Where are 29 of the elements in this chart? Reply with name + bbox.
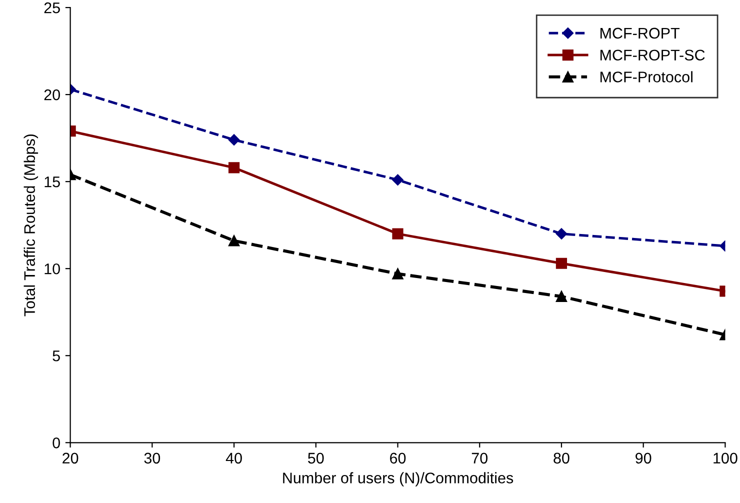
point	[228, 235, 240, 246]
x-tick-label: 40	[226, 452, 242, 464]
point	[228, 134, 240, 146]
y-tick-label: 0	[52, 438, 60, 448]
y-tick-label: 5	[52, 350, 60, 362]
point	[556, 258, 568, 269]
y-tick-label: 20	[44, 89, 60, 100]
x-tick-label: 30	[144, 452, 160, 464]
legend-label: MCF-ROPT	[600, 28, 680, 39]
y-tick-label: 25	[44, 2, 60, 14]
legend-label: MCF-Protocol	[600, 71, 692, 82]
point	[228, 162, 240, 174]
point	[556, 290, 568, 302]
x-tick-label: 80	[554, 452, 570, 464]
x-axis-title: Number of users (N)/Commodities	[283, 472, 514, 486]
x-tick-label: 100	[714, 452, 738, 464]
x-tick-label: 50	[308, 452, 324, 464]
point	[392, 174, 404, 186]
point	[556, 228, 568, 240]
point	[392, 228, 404, 240]
point	[392, 268, 404, 280]
y-tick-label: 10	[44, 263, 60, 274]
x-tick-label: 60	[390, 452, 406, 464]
x-tick-label: 20	[62, 452, 78, 464]
y-tick-label: 15	[44, 176, 60, 188]
x-tick-label: 90	[636, 452, 652, 464]
legend-label: MCF-ROPT-SC	[600, 50, 705, 61]
x-tick-label: 70	[472, 452, 488, 464]
y-axis-title: Total Traffic Routed (Mbps)	[24, 134, 38, 316]
